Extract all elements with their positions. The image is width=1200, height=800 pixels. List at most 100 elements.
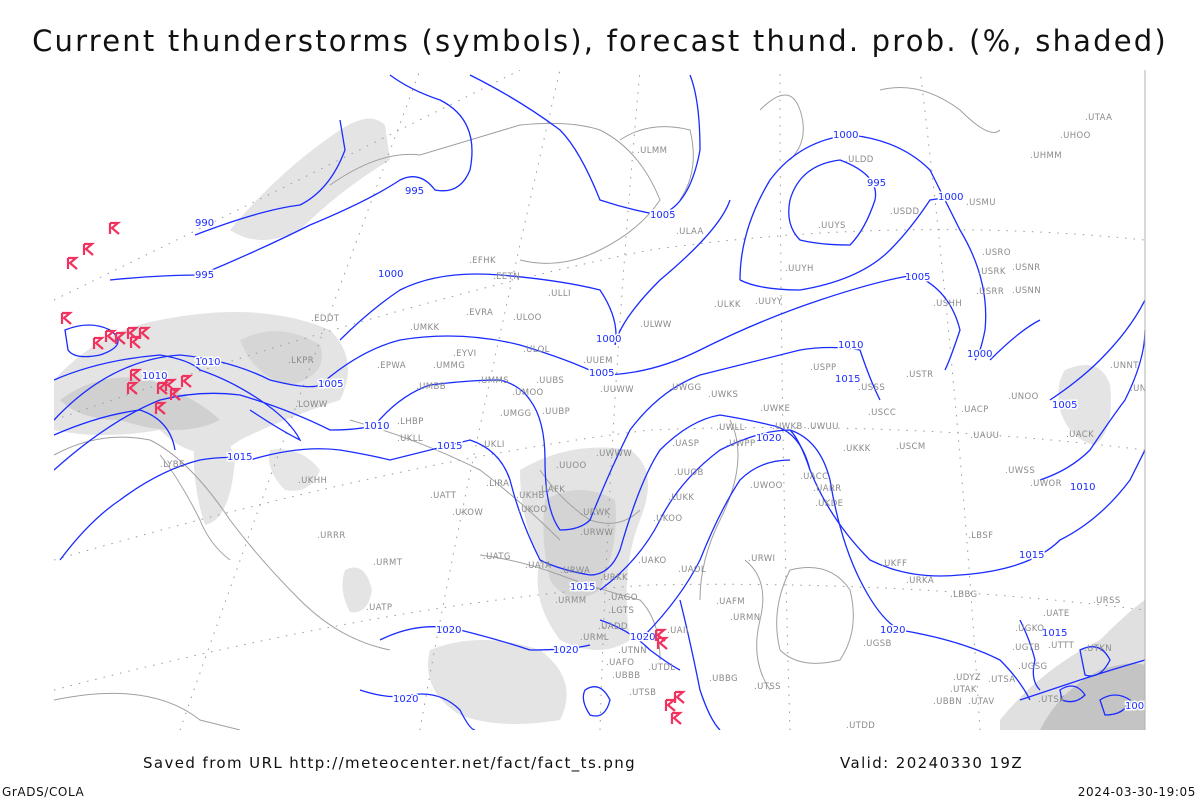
station-code: URMT (376, 558, 403, 568)
station-code: UHMM (1033, 151, 1062, 161)
station-code: UARR (816, 484, 841, 494)
station-dot: . (629, 688, 632, 698)
isobar-labels: 990 995 995 995 1000 1000 1000 1000 1000 1005 1005… (141, 129, 1146, 714)
station-dot: . (810, 363, 813, 373)
station-code: UAOL (681, 565, 706, 575)
station-code: UBBG (712, 674, 738, 684)
station-dot: . (560, 566, 563, 576)
station-label: .ULOO (513, 313, 542, 323)
station-code: USPP (813, 363, 836, 373)
station-label: .LUKK (668, 493, 694, 503)
station-label: .EETN (493, 272, 520, 282)
isobar-label: 1010 (364, 421, 389, 432)
thunderstorm-icon (156, 381, 170, 395)
station-dot: . (970, 431, 973, 441)
thunderstorm-icon (92, 336, 106, 350)
station-label: .UUYY (755, 297, 783, 307)
station-dot: . (373, 558, 376, 568)
station-dot: . (525, 561, 528, 571)
station-label: .UTSA (988, 675, 1016, 685)
station-code: UTAK (953, 685, 977, 695)
station-code: USSS (861, 383, 885, 393)
station-code: UTTT (1051, 641, 1075, 651)
station-code: URWA (563, 566, 590, 576)
thunderstorm-icon (664, 698, 678, 712)
station-dot: . (1110, 361, 1113, 371)
station-code: USRK (981, 267, 1006, 277)
station-code: EETN (496, 272, 520, 282)
station-dot: . (1060, 131, 1063, 141)
station-dot: . (730, 613, 733, 623)
station-label: .UKHH (298, 476, 327, 486)
station-dot: . (653, 514, 656, 524)
station-dot: . (481, 440, 484, 450)
station-label: .UMGG (500, 409, 531, 419)
station-label: .UAFO (606, 658, 634, 668)
station-label: .UTSB (629, 688, 656, 698)
station-dot: . (377, 361, 380, 371)
station-label: .UATP (366, 603, 392, 613)
station-dot: . (397, 417, 400, 427)
station-dot: . (1043, 609, 1046, 619)
station-label: .UDYZ (953, 673, 981, 683)
station-dot: . (953, 673, 956, 683)
thunderstorm-icon (60, 311, 74, 325)
station-label: .UKOO (518, 505, 547, 515)
station-label: .URMN (730, 613, 761, 623)
station-label: .UACK (1066, 430, 1094, 440)
station-code: UNOO (1011, 392, 1039, 402)
station-dot: . (416, 382, 419, 392)
station-code: UACK (1069, 430, 1094, 440)
station-dot: . (709, 674, 712, 684)
station-dot: . (748, 554, 751, 564)
station-dot: . (1015, 624, 1018, 634)
station-label: .UGSG (1018, 662, 1048, 672)
station-label: .UNNT (1110, 361, 1139, 371)
station-code: UGSB (866, 639, 892, 649)
isobar-label: 990 (195, 218, 214, 229)
station-dot: . (1130, 384, 1133, 394)
station-dot: . (512, 388, 515, 398)
station-label: .UTSS (754, 682, 781, 692)
station-code: UTNN (621, 646, 647, 656)
station-dot: . (813, 484, 816, 494)
station-dot: . (1093, 596, 1096, 606)
station-dot: . (596, 449, 599, 459)
station-dot: . (466, 308, 469, 318)
station-dot: . (933, 697, 936, 707)
station-dot: . (678, 565, 681, 575)
station-label: .USNR (1012, 263, 1041, 273)
station-label: .UARR (813, 484, 842, 494)
station-dot: . (933, 299, 936, 309)
thunderstorm-icon (169, 387, 183, 401)
station-label: .UUEM (583, 356, 613, 366)
station-code: EFHK (472, 256, 496, 266)
station-code: UADD (601, 622, 628, 632)
station-label: .URKA (906, 576, 934, 586)
station-label: .USTR (906, 370, 933, 380)
station-code: UGTB (1015, 643, 1040, 653)
station-label: .UHMM (1030, 151, 1062, 161)
station-label: .UKOO (653, 514, 682, 524)
station-label: .ULDD (845, 155, 874, 165)
station-code: UAKO (641, 556, 666, 566)
station-code: UUYH (788, 264, 814, 274)
station-code: UWLL (719, 423, 745, 433)
station-code: UTSK (1041, 695, 1065, 705)
isobar-label: 1020 (756, 433, 781, 444)
station-code: UAUU (973, 431, 999, 441)
station-label: .UASP (672, 439, 699, 449)
station-label: .URSS (1093, 596, 1121, 606)
station-label: .UWWW (596, 449, 632, 459)
isobar-label: 1015 (437, 441, 462, 452)
station-label: .UUOO (556, 461, 587, 471)
station-code: UTSA (991, 675, 1015, 685)
station-code: LBSF (971, 531, 993, 541)
station-label: .UWKS (708, 390, 738, 400)
isobar-label: 1005 (589, 368, 614, 379)
station-dot: . (478, 376, 481, 386)
isobar-label: 1005 (905, 272, 930, 283)
station-dot: . (580, 508, 583, 518)
station-dot: . (516, 491, 519, 501)
station-label: .LHBP (397, 417, 424, 427)
